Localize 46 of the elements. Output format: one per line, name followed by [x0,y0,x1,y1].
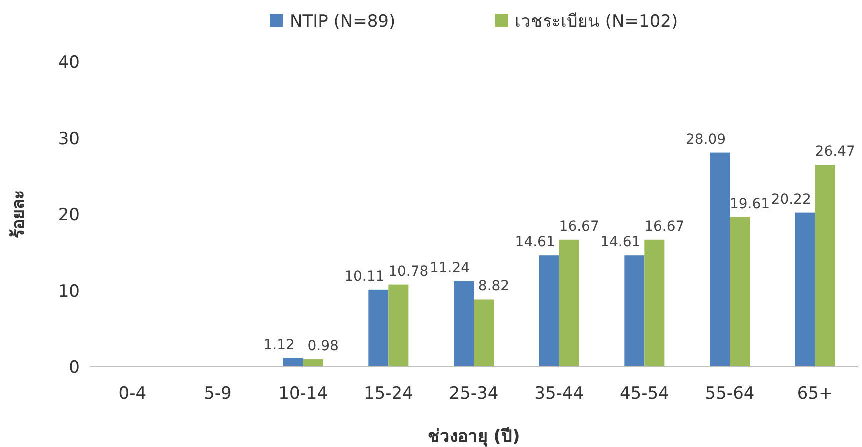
x-tick-label: 15-24 [364,384,414,404]
y-tick-label: 0 [69,358,80,378]
x-tick-label: 65+ [797,384,834,404]
bar [795,212,816,367]
legend-label: เวชระเบียน (N=102) [515,12,678,32]
data-label: 16.67 [644,218,685,235]
data-label: 10.78 [388,264,429,280]
x-tick-label: 45-54 [620,384,670,404]
x-tick-label: 10-14 [278,384,328,404]
bar [303,360,324,367]
x-tick-label: 25-34 [449,384,499,404]
data-label: 19.61 [730,196,770,212]
data-label: 26.47 [815,144,856,160]
data-label: 14.61 [600,234,641,251]
x-tick-label: 0-4 [118,384,147,404]
bar [539,256,560,367]
data-label: 16.67 [559,218,600,235]
x-axis-title: ช่วงอายุ (ปี) [428,426,520,447]
y-tick-label: 20 [58,206,80,226]
x-tick-label: 55-64 [705,384,755,404]
bar [474,300,494,367]
data-label: 11.24 [430,260,470,276]
bar [388,284,409,367]
bar [283,358,304,367]
x-tick-label: 35-44 [534,384,584,404]
data-label: 1.12 [264,337,295,354]
y-tick-label: 10 [58,282,80,302]
bar [710,152,730,367]
bar [815,165,836,367]
data-label: 20.22 [771,192,812,208]
bar [644,240,665,367]
x-tick-label: 5-9 [204,384,232,404]
bar [368,290,389,367]
data-label: 0.98 [308,338,339,355]
data-label: 10.11 [344,268,385,285]
legend-label: NTIP (N=89) [290,12,396,32]
y-tick-label: 30 [58,129,80,150]
bar [454,281,474,367]
y-axis-title: ร้อยละ [9,190,29,238]
bar [559,240,580,367]
bar [730,217,750,367]
data-label: 8.82 [478,278,510,295]
data-label: 14.61 [515,234,556,251]
y-tick-label: 40 [58,53,80,73]
bar [624,256,645,367]
data-label: 28.09 [686,132,726,148]
